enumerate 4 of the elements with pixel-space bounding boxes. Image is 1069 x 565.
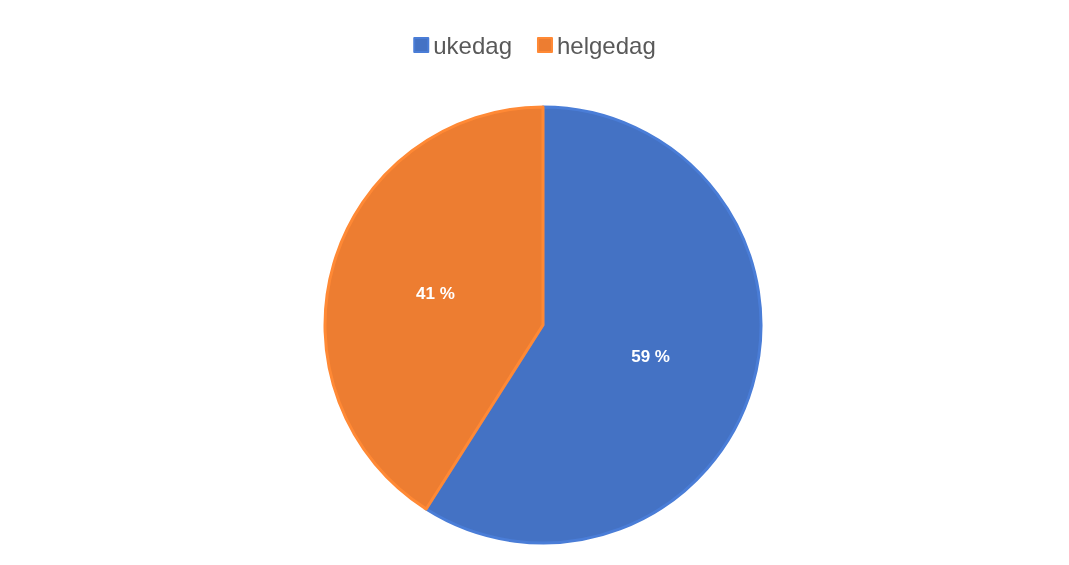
legend-label: ukedag (433, 31, 512, 59)
legend-label: helgedag (556, 31, 656, 59)
data-label: 59 % (631, 346, 670, 366)
data-label: 41 % (416, 284, 455, 304)
